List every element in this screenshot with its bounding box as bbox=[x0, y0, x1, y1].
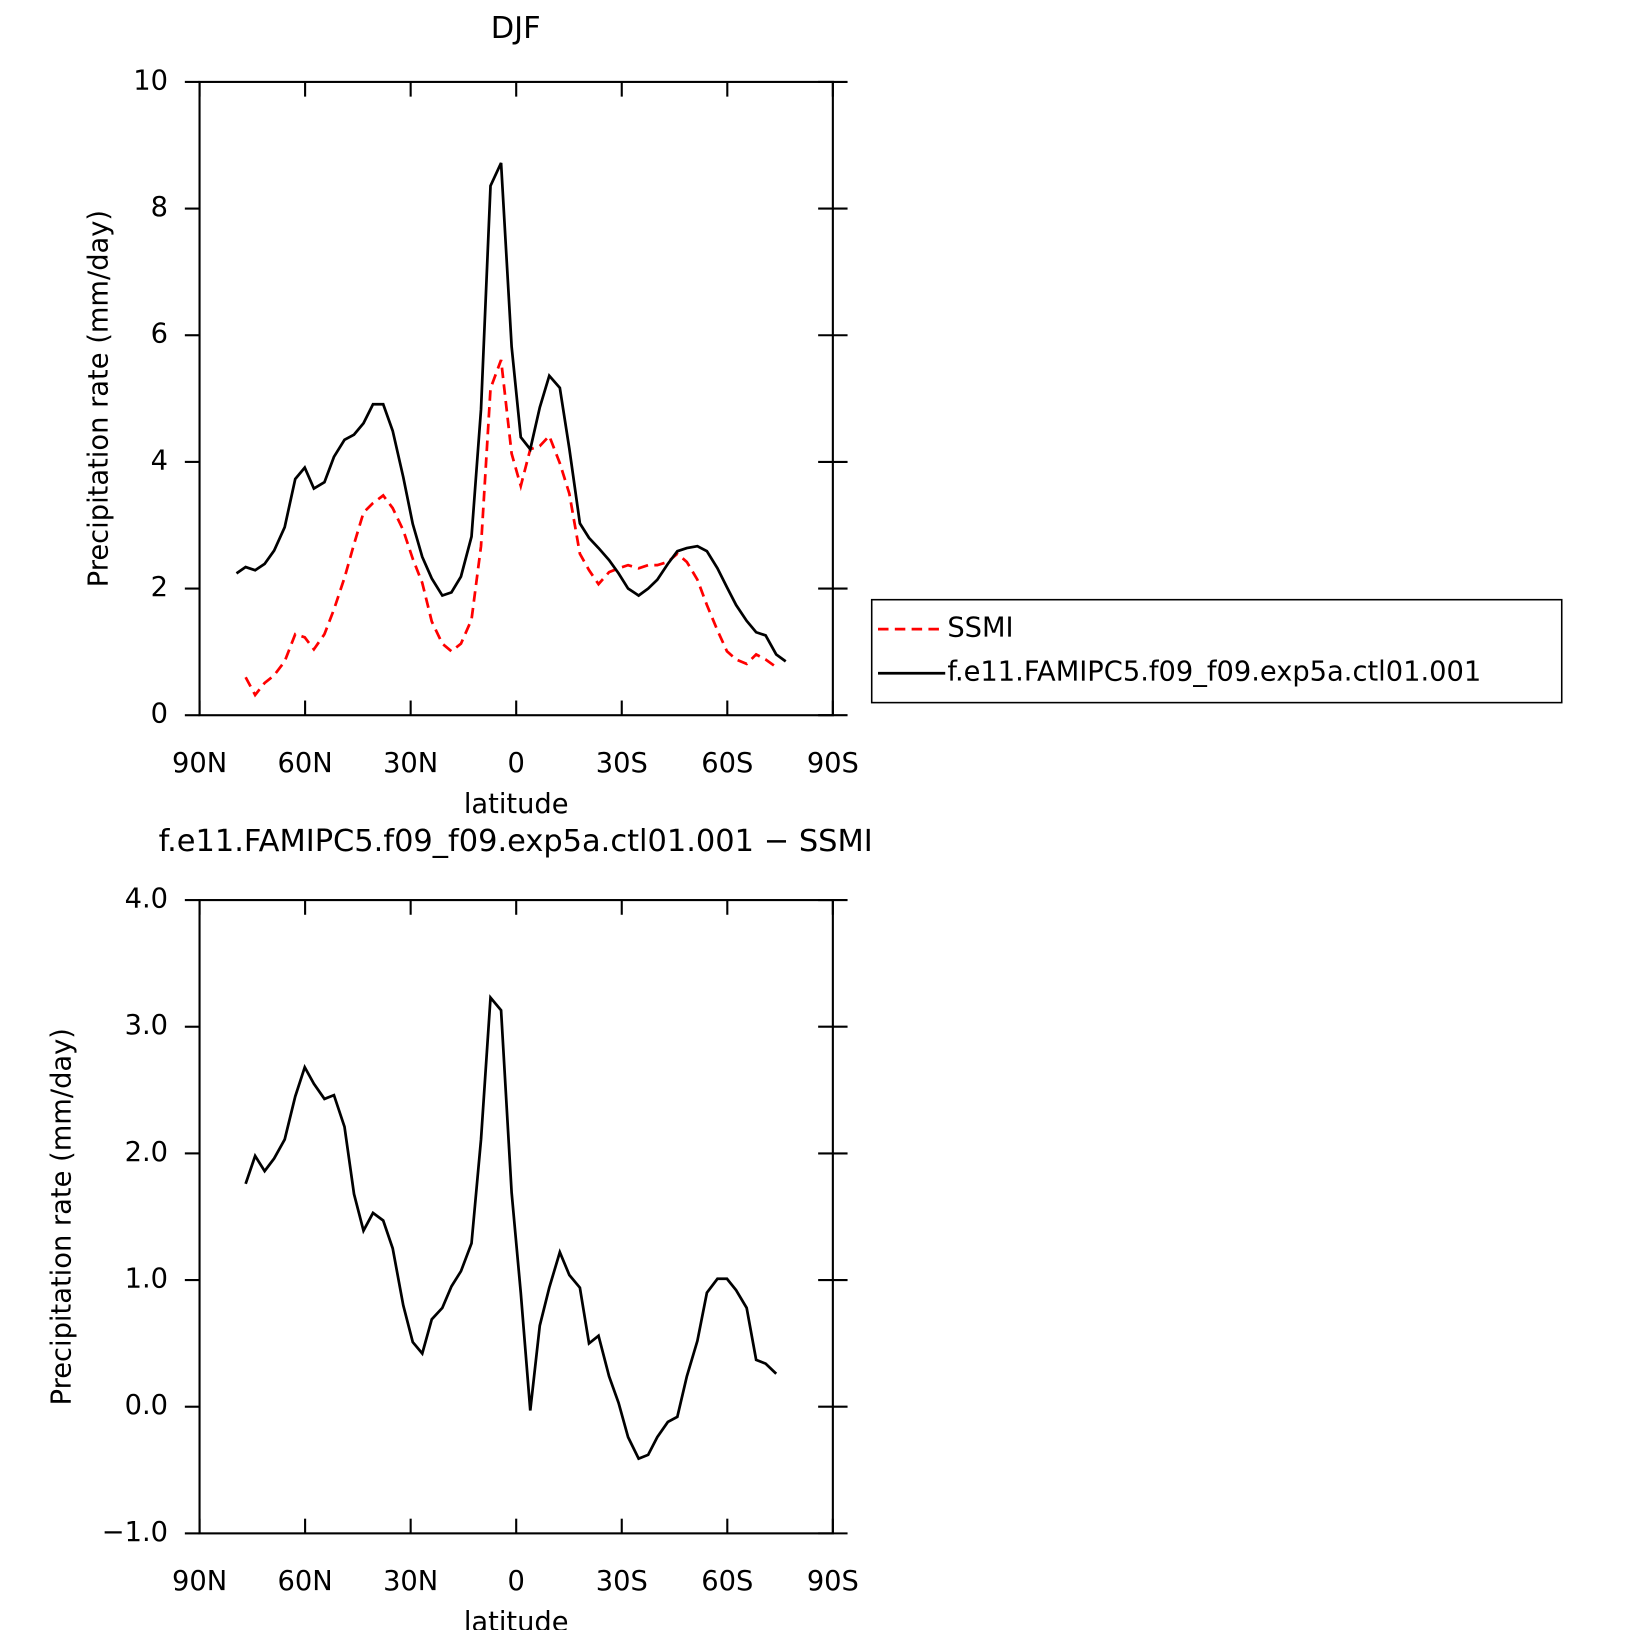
x-tick-label: 60N bbox=[278, 1566, 333, 1597]
x-tick-label: 0 bbox=[508, 1566, 525, 1597]
legend-label: f.e11.FAMIPC5.f09_f09.exp5a.ctl01.001 bbox=[947, 657, 1481, 688]
y-tick-label: 8 bbox=[151, 192, 168, 223]
x-tick-label: 30S bbox=[596, 1566, 648, 1597]
y-tick-label: −1.0 bbox=[102, 1517, 168, 1548]
x-axis-label: latitude bbox=[464, 1607, 569, 1630]
y-tick-label: 4.0 bbox=[125, 884, 168, 915]
y-tick-label: 1.0 bbox=[125, 1264, 168, 1295]
x-tick-label: 60S bbox=[701, 1566, 753, 1597]
legend-label: SSMI bbox=[947, 613, 1013, 644]
chart-title: DJF bbox=[491, 11, 541, 46]
y-tick-label: 6 bbox=[151, 319, 168, 350]
x-tick-label: 30N bbox=[383, 748, 438, 779]
y-axis-label: Precipitation rate (mm/day) bbox=[47, 1028, 78, 1405]
y-tick-label: 10 bbox=[133, 65, 168, 96]
x-tick-label: 90N bbox=[172, 748, 227, 779]
y-tick-label: 2 bbox=[151, 572, 168, 603]
x-tick-label: 30S bbox=[596, 748, 648, 779]
x-tick-label: 0 bbox=[508, 748, 525, 779]
y-tick-label: 3.0 bbox=[125, 1010, 168, 1041]
x-tick-label: 60N bbox=[278, 748, 333, 779]
y-tick-label: 4 bbox=[151, 445, 168, 476]
x-tick-label: 60S bbox=[701, 748, 753, 779]
data-line bbox=[235, 162, 787, 663]
x-tick-label: 30N bbox=[383, 1566, 438, 1597]
plot-frame bbox=[198, 899, 834, 1535]
y-tick-label: 0 bbox=[151, 699, 168, 730]
x-tick-label: 90S bbox=[807, 748, 859, 779]
y-tick-label: 0.0 bbox=[125, 1390, 168, 1421]
y-tick-label: 2.0 bbox=[125, 1137, 168, 1168]
y-axis-label: Precipitation rate (mm/day) bbox=[83, 210, 114, 587]
data-line bbox=[244, 994, 778, 1461]
data-line bbox=[244, 359, 778, 698]
x-tick-label: 90N bbox=[172, 1566, 227, 1597]
x-tick-label: 90S bbox=[807, 1566, 859, 1597]
x-axis-label: latitude bbox=[464, 789, 569, 820]
chart-title: f.e11.FAMIPC5.f09_f09.exp5a.ctl01.001 − … bbox=[159, 824, 873, 859]
legend-box bbox=[870, 598, 1563, 704]
